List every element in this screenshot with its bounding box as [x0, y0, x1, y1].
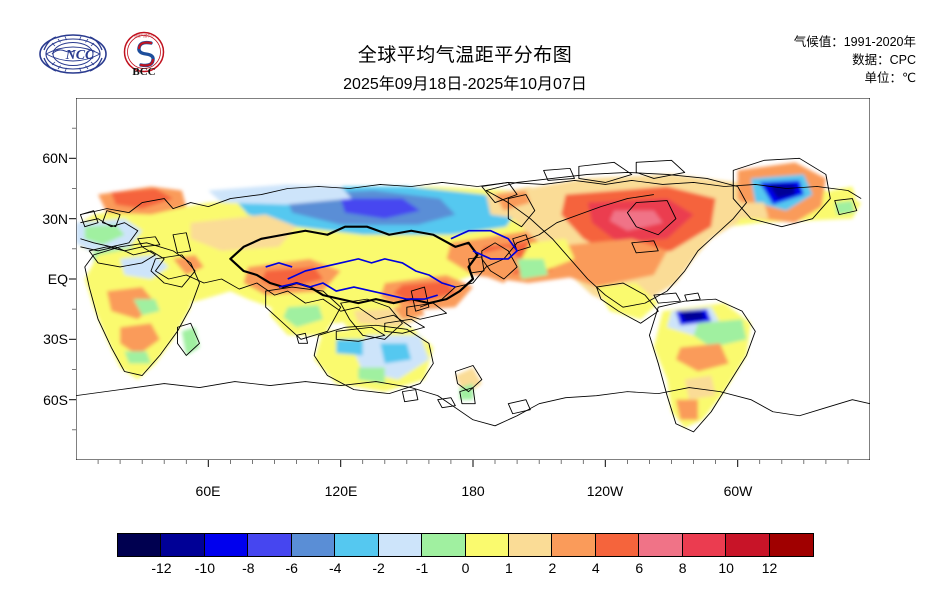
unit-label: 单位：℃	[864, 71, 916, 85]
colorbar-tick-neg1: -1	[415, 560, 429, 576]
colorbar-tick-neg6: -6	[285, 560, 298, 576]
colorbar-segment-6	[378, 534, 423, 556]
colorbar-segment-9	[508, 534, 553, 556]
colorbar-segment-13	[682, 534, 727, 556]
x-axis-label-180: 180	[461, 483, 485, 499]
axis-ticks	[69, 127, 849, 467]
colorbar-segment-1	[161, 534, 205, 556]
svg-text:国家气候中心: 国家气候中心	[134, 33, 154, 38]
y-axis-label-60n: 60N	[42, 150, 68, 166]
y-axis-label-60s: 60S	[43, 392, 68, 408]
colorbar-tick-10: 10	[718, 560, 734, 576]
colorbar-segment-0	[118, 534, 162, 556]
colorbar-tick-neg10: -10	[194, 560, 215, 576]
colorbar-tick-6: 6	[635, 560, 644, 576]
climatology-label: 气候值：1991-2020年	[793, 35, 916, 49]
map-plot-area	[69, 98, 870, 467]
colorbar-segment-8	[465, 534, 509, 556]
china-rivers	[265, 229, 518, 300]
y-axis-label-eq: EQ	[47, 271, 68, 287]
colorbar-tick-neg8: -8	[242, 560, 255, 576]
colorbar-tick-0: 0	[461, 560, 470, 576]
colorbar-segment-15	[769, 534, 813, 556]
coastlines	[76, 157, 870, 433]
colorbar-segment-12	[639, 534, 683, 556]
x-axis-label-60e: 60E	[195, 483, 221, 499]
x-axis-label-120w: 120W	[586, 483, 624, 499]
bcc-logo: BCC 国家气候中心	[118, 30, 170, 78]
colorbar-tick-neg2: -2	[372, 560, 385, 576]
colorbar-segment-5	[335, 534, 379, 556]
colorbar-segment-2	[204, 534, 249, 556]
ncc-logo: NCC	[38, 30, 108, 78]
metadata-block: 气候值：1991-2020年 数据：CPC 单位：℃	[794, 33, 916, 87]
colorbar-tick-2: 2	[548, 560, 557, 576]
anomaly-field	[76, 157, 870, 433]
colorbar-tick-4: 4	[591, 560, 600, 576]
colorbar-tick-8: 8	[678, 560, 687, 576]
colorbar-segment-3	[248, 534, 292, 556]
y-axis-label-30s: 30S	[43, 331, 68, 347]
bcc-logo-text: BCC	[132, 66, 155, 78]
anomaly-map	[76, 98, 870, 460]
colorbar-segment-10	[552, 534, 596, 556]
chart-title: 全球平均气温距平分布图	[357, 45, 573, 66]
chart-subtitle: 2025年09月18日-2025年10月07日	[343, 76, 587, 93]
x-axis-label-60w: 60W	[723, 483, 753, 499]
colorbar-tick-1: 1	[505, 560, 513, 576]
colorbar-tick-neg4: -4	[328, 560, 342, 576]
colorbar-tick-12: 12	[761, 560, 778, 576]
colorbar-segment-7	[422, 534, 466, 556]
x-axis-label-120e: 120E	[324, 483, 358, 499]
colorbar-segment-11	[595, 534, 640, 556]
y-axis-label-30n: 30N	[42, 211, 68, 227]
colorbar-segment-4	[291, 534, 336, 556]
colorbar	[118, 534, 813, 556]
colorbar-tick-neg12: -12	[151, 560, 172, 576]
data-source-label: 数据：CPC	[852, 53, 916, 67]
colorbar-segment-14	[726, 534, 770, 556]
